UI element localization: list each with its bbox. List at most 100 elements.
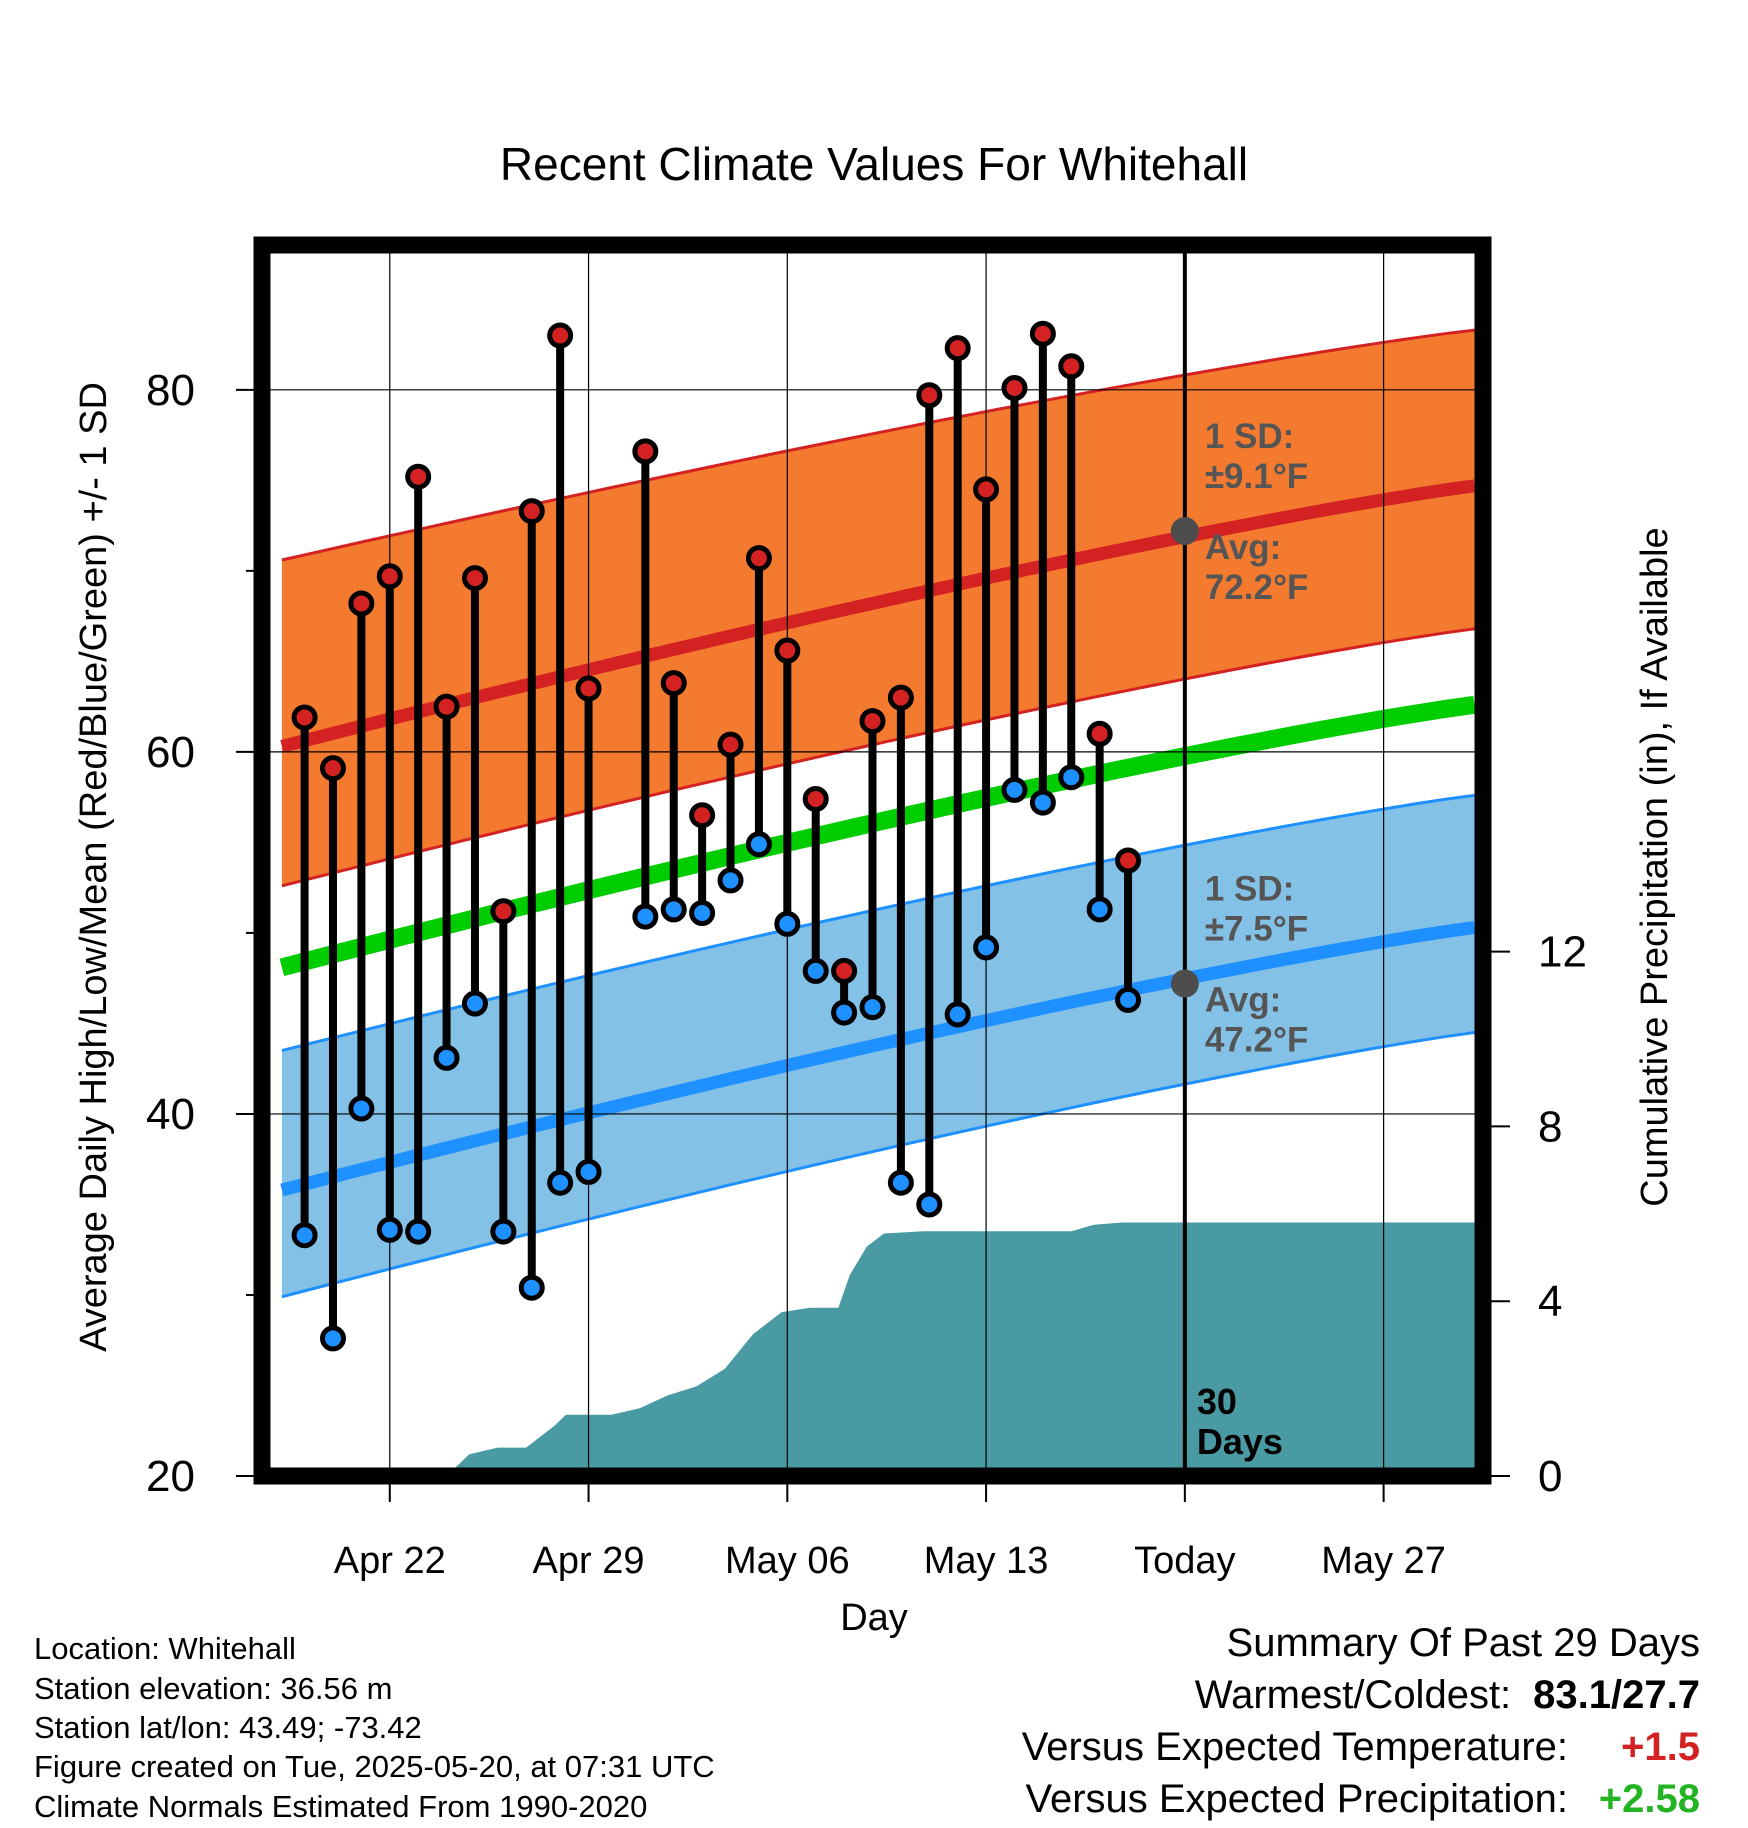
daily-low-point bbox=[291, 1222, 318, 1249]
daily-high-point bbox=[632, 438, 659, 465]
high-sd-value: ±9.1°F bbox=[1205, 457, 1308, 496]
warmest-coldest-value: 83.1/27.7 bbox=[1533, 1673, 1700, 1717]
y-tick-label: 20 bbox=[146, 1452, 195, 1501]
daily-high-point bbox=[319, 755, 346, 782]
y2-tick-label: 8 bbox=[1538, 1102, 1562, 1151]
footer-elevation: Station elevation: 36.56 m bbox=[34, 1671, 393, 1706]
daily-low-point bbox=[490, 1218, 517, 1245]
daily-low-point bbox=[376, 1216, 403, 1243]
daily-low-point bbox=[348, 1095, 375, 1122]
high-avg-title: Avg: bbox=[1205, 528, 1281, 567]
high-upper-sd-line bbox=[281, 328, 1475, 562]
high-avg-value: 72.2°F bbox=[1205, 568, 1309, 607]
daily-low-point bbox=[689, 899, 716, 926]
x-tick-label: Today bbox=[1134, 1540, 1235, 1582]
precipitation-label: Versus Expected Precipitation: bbox=[1025, 1777, 1568, 1821]
y2-tick-label: 12 bbox=[1538, 928, 1587, 977]
plot-frame bbox=[253, 236, 1492, 1485]
daily-high-point bbox=[575, 675, 602, 702]
axes: 20 40 60 80 0 4 8 12 Apr 22 Apr 29 May 06 May 13 Tod… bbox=[146, 236, 1587, 1582]
x-tick-label: Apr 22 bbox=[334, 1540, 446, 1582]
low-lower-sd-line bbox=[281, 1031, 1475, 1299]
daily-high-point bbox=[831, 957, 858, 984]
precipitation-value: +2.58 bbox=[1598, 1777, 1700, 1821]
daily-low-point bbox=[1058, 764, 1085, 791]
daily-low-point bbox=[831, 999, 858, 1026]
low-average-line bbox=[280, 921, 1476, 1197]
daily-low-point bbox=[802, 957, 829, 984]
y-tick-label: 40 bbox=[146, 1090, 195, 1139]
y-tick-label: 80 bbox=[146, 366, 195, 415]
low-sd-title: 1 SD: bbox=[1205, 870, 1294, 909]
low-avg-title: Avg: bbox=[1205, 981, 1281, 1020]
footer-location: Location: Whitehall bbox=[34, 1631, 296, 1666]
daily-low-point bbox=[433, 1044, 460, 1071]
x-tick-label: May 13 bbox=[924, 1540, 1049, 1582]
daily-low-point bbox=[461, 990, 488, 1017]
daily-low-point bbox=[887, 1169, 914, 1196]
daily-high-point bbox=[547, 322, 574, 349]
daily-low-point bbox=[518, 1274, 545, 1301]
daily-low-point bbox=[774, 910, 801, 937]
high-average-line bbox=[280, 479, 1476, 753]
daily-low-point bbox=[1115, 986, 1142, 1013]
daily-low-point bbox=[973, 934, 1000, 961]
summary-warmest-coldest: Warmest/Coldest: 83.1/27.7 bbox=[1195, 1670, 1700, 1720]
today-high-average-point bbox=[1170, 517, 1199, 546]
chart-title: Recent Climate Values For Whitehall bbox=[500, 138, 1248, 190]
daily-high-point bbox=[1115, 847, 1142, 874]
daily-high-point bbox=[973, 476, 1000, 503]
high-lower-sd-line bbox=[281, 627, 1475, 888]
y2-tick-label: 0 bbox=[1538, 1452, 1562, 1501]
low-sd-value: ±7.5°F bbox=[1205, 910, 1308, 949]
daily-high-point bbox=[802, 785, 829, 812]
x-tick-label: May 27 bbox=[1321, 1540, 1446, 1582]
daily-low-point bbox=[1001, 776, 1028, 803]
temperature-label: Versus Expected Temperature: bbox=[1021, 1725, 1568, 1769]
daily-low-point bbox=[944, 1001, 971, 1028]
daily-high-point bbox=[887, 684, 914, 711]
footer-normals-source: Climate Normals Estimated From 1990-2020 bbox=[34, 1789, 648, 1824]
footer-created: Figure created on Tue, 2025-05-20, at 07… bbox=[34, 1749, 715, 1784]
high-sd-title: 1 SD: bbox=[1205, 417, 1294, 456]
low-avg-value: 47.2°F bbox=[1205, 1021, 1309, 1060]
daily-low-point bbox=[575, 1158, 602, 1185]
x-tick-label: Apr 29 bbox=[533, 1540, 645, 1582]
temperature-value: +1.5 bbox=[1621, 1725, 1700, 1769]
daily-high-point bbox=[376, 563, 403, 590]
daily-high-point bbox=[745, 545, 772, 572]
y-axis-label: Average Daily High/Low/Mean (Red/Blue/Gr… bbox=[73, 382, 115, 1352]
daily-high-point bbox=[518, 498, 545, 525]
daily-high-point bbox=[774, 637, 801, 664]
daily-high-point bbox=[291, 704, 318, 731]
footer-latlon: Station lat/lon: 43.49; -73.42 bbox=[34, 1710, 422, 1745]
daily-high-point bbox=[859, 708, 886, 735]
daily-high-point bbox=[1029, 320, 1056, 347]
daily-high-point bbox=[689, 802, 716, 829]
daily-low-point bbox=[859, 994, 886, 1021]
daily-low-point bbox=[319, 1325, 346, 1352]
daily-high-point bbox=[916, 382, 943, 409]
daily-low-point bbox=[632, 903, 659, 930]
daily-low-point bbox=[405, 1218, 432, 1245]
days-count-label: 30 bbox=[1197, 1381, 1237, 1422]
daily-high-point bbox=[348, 590, 375, 617]
x-tick-label: May 06 bbox=[725, 1540, 850, 1582]
daily-low-point bbox=[1086, 896, 1113, 923]
daily-low-point bbox=[717, 867, 744, 894]
daily-high-point bbox=[405, 463, 432, 490]
daily-low-point bbox=[1029, 789, 1056, 816]
y2-tick-label: 4 bbox=[1538, 1277, 1562, 1326]
daily-high-point bbox=[461, 565, 488, 592]
daily-high-point bbox=[433, 693, 460, 720]
daily-low-point bbox=[745, 831, 772, 858]
daily-high-point bbox=[1058, 353, 1085, 380]
daily-high-point bbox=[944, 335, 971, 362]
days-word-label: Days bbox=[1197, 1421, 1283, 1462]
daily-low-point bbox=[916, 1191, 943, 1218]
precipitation-area bbox=[281, 1222, 1475, 1476]
x-axis-label: Day bbox=[840, 1597, 908, 1639]
warmest-coldest-label: Warmest/Coldest: bbox=[1194, 1673, 1512, 1717]
daily-high-point bbox=[490, 898, 517, 925]
